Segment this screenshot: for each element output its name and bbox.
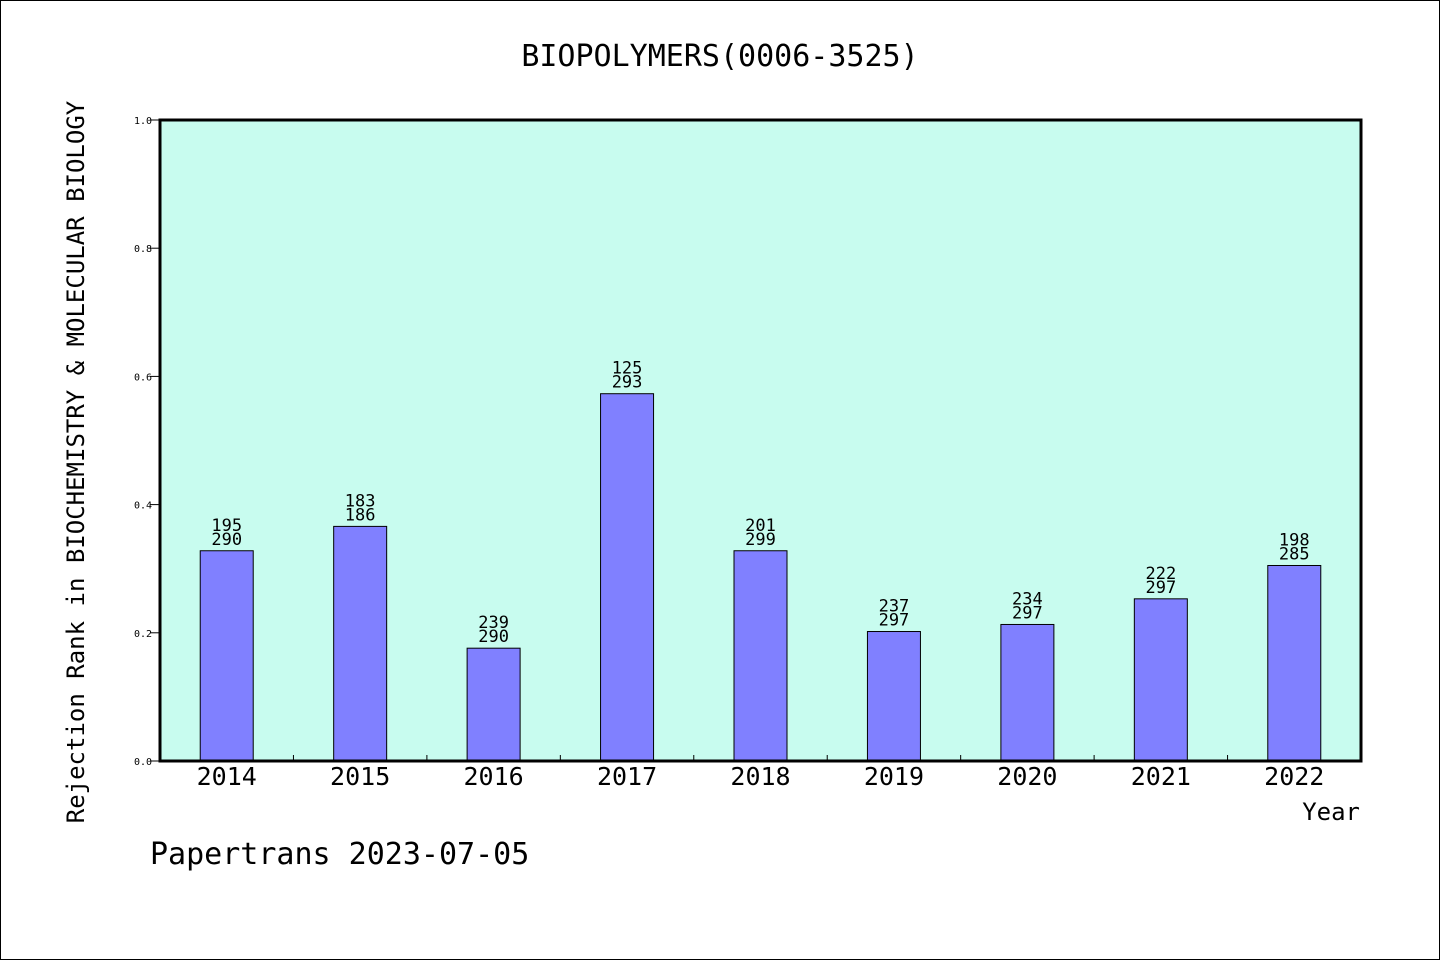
- chart-title: BIOPOLYMERS(0006-3525): [521, 39, 918, 74]
- bar-2016: [466, 647, 521, 762]
- bar-label-top: 234: [1012, 589, 1043, 609]
- x-tick-label: 2021: [1131, 762, 1191, 791]
- x-tick-label: 2016: [464, 762, 524, 791]
- y-tick-label: 0.2: [134, 629, 152, 640]
- x-tick-label: 2019: [864, 762, 924, 791]
- bar-label-bottom: 297: [1145, 578, 1176, 598]
- chart-marks: 0.00.20.40.60.81.01952902014183186201523…: [134, 116, 1363, 791]
- bar-2021: [1133, 598, 1188, 762]
- y-tick-label: 0.6: [134, 372, 152, 383]
- bar-label-bottom: 290: [211, 530, 242, 550]
- x-tick-label: 2020: [997, 762, 1057, 791]
- bar-2022: [1267, 564, 1322, 762]
- bar-label-top: 183: [345, 491, 376, 511]
- y-axis-label: Rejection Rank in BIOCHEMISTRY & MOLECUL…: [62, 100, 90, 823]
- bar-2018: [733, 550, 788, 762]
- bar-label-top: 237: [879, 597, 910, 617]
- bar-label-bottom: 290: [478, 627, 509, 647]
- bar-2015: [333, 525, 388, 762]
- bar-2020: [1000, 623, 1055, 762]
- x-tick-label: 2018: [730, 762, 790, 791]
- bar-2017: [600, 393, 655, 762]
- y-tick-label: 0.4: [134, 501, 152, 512]
- bar-2019: [866, 631, 921, 762]
- x-tick-label: 2015: [330, 762, 390, 791]
- x-tick-label: 2014: [197, 762, 257, 791]
- bar-label-bottom: 297: [879, 611, 910, 631]
- x-tick-label: 2022: [1264, 762, 1324, 791]
- bar-label-bottom: 299: [745, 530, 776, 550]
- bar-label-bottom: 297: [1012, 603, 1043, 623]
- bar-label-top: 198: [1279, 530, 1310, 550]
- bar-label-bottom: 285: [1279, 544, 1310, 564]
- bar-label-top: 195: [211, 516, 242, 536]
- bar-label-top: 125: [612, 359, 643, 379]
- bar-label-bottom: 293: [612, 373, 643, 393]
- bar-label-top: 239: [478, 613, 509, 633]
- y-tick-label: 0.0: [134, 757, 152, 768]
- x-tick-label: 2017: [597, 762, 657, 791]
- y-tick-label: 0.8: [134, 244, 152, 255]
- bar-label-top: 201: [745, 516, 776, 536]
- y-tick-label: 1.0: [134, 116, 152, 127]
- bar-label-bottom: 186: [345, 505, 376, 525]
- bar-2014: [199, 550, 254, 762]
- plot-border: [158, 118, 1363, 763]
- footer-text: Papertrans 2023-07-05: [150, 837, 529, 872]
- bar-label-top: 222: [1145, 564, 1176, 584]
- x-axis-label: Year: [1302, 798, 1360, 826]
